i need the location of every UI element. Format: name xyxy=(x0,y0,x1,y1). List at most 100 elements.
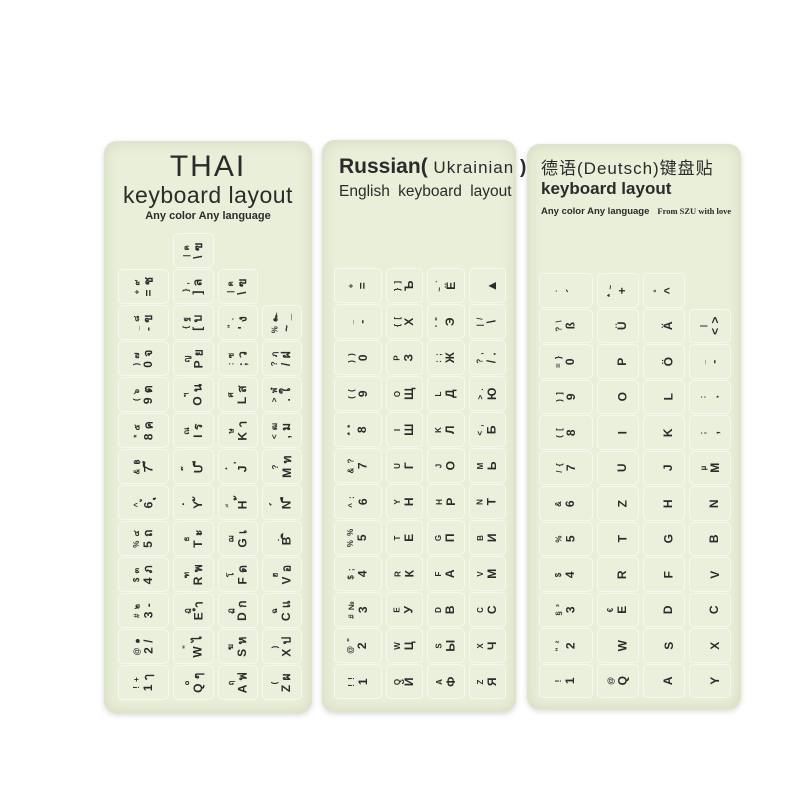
keycap-shift-chars: ) ] xyxy=(554,391,564,403)
keycap-legend: ~ ` Ё xyxy=(434,279,458,292)
keycap-shift-chars: ํ xyxy=(181,502,191,503)
keycap-main-chars: / ฝ xyxy=(279,350,294,367)
keycap-shift-chars: # ๒ xyxy=(132,603,142,618)
keycap-main-chars: Ь xyxy=(484,460,499,471)
russian-keycap-4-11: | / \ xyxy=(468,304,506,339)
keycap-legend: ํ Y ั xyxy=(181,496,205,509)
keycap-legend: < ,Б xyxy=(476,423,499,435)
german-key-grid: ! 1 " ² 2 § ³ 3 $4% 5 & 6/ {7( [8) ] 9 = } 0? \ ß ` ´ @ Q… xyxy=(537,234,733,699)
keycap-legend: :. xyxy=(698,395,721,399)
keycap-main-chars: N xyxy=(707,498,722,508)
russian-keycap-2-11: { [Х xyxy=(385,304,424,339)
keycap-shift-chars: ๐ xyxy=(181,679,191,686)
keycap-main-chars: W xyxy=(615,639,630,652)
keycap-shift-chars: " . xyxy=(226,316,236,329)
keycap-legend: > ฬ. ใ xyxy=(270,387,293,402)
russian-keycap-4-9: > .Ю xyxy=(468,376,506,411)
keycap-main-chars: ' ง xyxy=(235,315,250,330)
russian-keycap-1-1: ! ! 1 xyxy=(334,664,382,699)
keycap-shift-chars: V xyxy=(475,570,485,577)
keycap-main-chars: Р xyxy=(443,497,458,506)
german-keycap-2-9: O xyxy=(596,379,639,414)
keycap-main-chars: Ö xyxy=(661,356,676,367)
german-keycap-1-7: / {7 xyxy=(539,450,593,485)
keycap-shift-chars: C xyxy=(475,606,485,613)
keycap-legend: ์ N ื xyxy=(270,496,293,510)
keycap-main-chars: J xyxy=(661,464,676,472)
german-keycap-1-8: ( [8 xyxy=(539,415,593,450)
german-key-column-1: ! 1 " ² 2 § ³ 3 $4% 5 & 6/ {7( [8) ] 9 = } 0? \ ß ` ´ xyxy=(537,234,595,699)
keycap-main-chars: Ё xyxy=(443,281,458,290)
keycap-main-chars: Ф xyxy=(443,676,458,687)
keycap-main-chars: Л xyxy=(443,425,458,434)
backspace-arrow: ▲ xyxy=(483,278,499,293)
german-keycap-1-5: % 5 xyxy=(539,521,593,556)
keycap-main-chars: 1 ๅ xyxy=(141,673,156,692)
keycap-main-chars: K า xyxy=(235,420,250,441)
keycap-main-chars: Y ั xyxy=(190,496,205,509)
thai-subtitle: keyboard layout xyxy=(123,181,293,208)
keycap-main-chars: W ไ xyxy=(190,635,205,658)
keycap-shift-chars: % ๛ xyxy=(270,311,280,334)
german-keycap-1-4: $4 xyxy=(539,557,593,592)
keycap-legend: & ฿ 7 ึ xyxy=(132,458,155,475)
keycap-shift-chars: > . xyxy=(475,387,485,400)
german-keycap-2-1: @ Q xyxy=(596,663,639,698)
german-keycap-4-3: C xyxy=(688,592,732,627)
keycap-main-chars: - xyxy=(355,319,370,324)
keycap-shift-chars: & ฿ xyxy=(132,458,142,475)
keycap-shift-chars: / { xyxy=(554,462,564,474)
thai-keycap-4-5: ฺ B ิ xyxy=(261,521,302,556)
thai-keycap-4-6: ์ N ื xyxy=(261,485,302,520)
keycap-legend: D xyxy=(653,605,675,614)
keycap-shift-chars: ! ! xyxy=(346,676,356,687)
keycap-shift-chars: A xyxy=(434,678,444,685)
keycap-main-chars: 3 xyxy=(355,605,370,614)
keycap-legend: | ฅ \ ฃ xyxy=(226,278,249,295)
russian-keycap-1-7: & ? 7 xyxy=(334,448,382,483)
german-keycap-3-11: Ä xyxy=(642,308,685,343)
keycap-main-chars: Z xyxy=(615,499,630,508)
keycap-legend: U xyxy=(607,463,629,472)
keycap-main-chars: Z ผ xyxy=(279,672,294,693)
keycap-shift-chars: ๊ xyxy=(181,466,191,467)
thai-keycap-3-10: : ซ; ว xyxy=(217,341,258,376)
keycap-main-chars: 3 - xyxy=(141,602,156,619)
keycap-shift-chars: ฎ xyxy=(181,607,191,614)
thai-keycap-2-2: " W ไ xyxy=(173,629,214,664)
keycap-main-chars: Е xyxy=(401,533,416,542)
keycap-shift-chars: ) xyxy=(270,644,280,649)
keycap-main-chars: ~ _ xyxy=(279,313,294,332)
keycap-main-chars: Щ xyxy=(401,387,416,400)
keycap-main-chars: 9 xyxy=(563,393,578,401)
keycap-shift-chars: µ xyxy=(698,464,708,471)
keycap-shift-chars: ศ xyxy=(226,391,236,398)
keycap-shift-chars: | xyxy=(698,324,708,328)
keycap-shift-chars: @ ๑ xyxy=(132,637,142,656)
keycap-shift-chars: ( [ xyxy=(554,426,564,438)
